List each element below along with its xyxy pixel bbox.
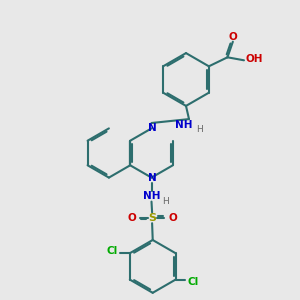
Text: O: O xyxy=(127,213,136,223)
Text: Cl: Cl xyxy=(106,246,118,256)
Text: Cl: Cl xyxy=(188,277,199,287)
Text: S: S xyxy=(148,213,156,223)
Text: H: H xyxy=(196,125,202,134)
Text: OH: OH xyxy=(246,54,263,64)
Text: O: O xyxy=(168,213,177,223)
Text: NH: NH xyxy=(175,119,192,130)
Text: NH: NH xyxy=(143,191,160,201)
Text: N: N xyxy=(148,173,157,183)
Text: N: N xyxy=(148,123,157,133)
Text: O: O xyxy=(229,32,237,42)
Text: H: H xyxy=(163,197,169,206)
